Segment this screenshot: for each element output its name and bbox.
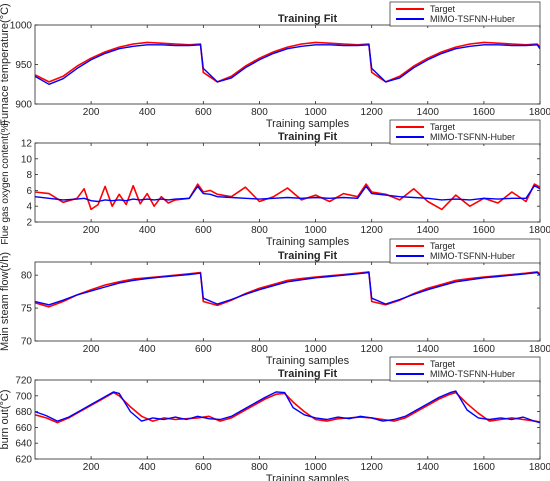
- legend-label: MIMO-TSFNN-Huber: [430, 369, 515, 379]
- x-tick-label: 1800: [529, 462, 550, 473]
- chart-title: Training Fit: [278, 131, 338, 143]
- y-tick-label: 80: [21, 271, 33, 282]
- x-axis-label: Training samples: [266, 473, 350, 481]
- series-line-model: [35, 44, 540, 86]
- x-tick-label: 1000: [304, 107, 327, 118]
- y-tick-label: 2: [26, 218, 32, 229]
- y-tick-label: 12: [21, 139, 33, 150]
- x-tick-label: 800: [251, 344, 268, 355]
- x-tick-label: 200: [83, 462, 100, 473]
- legend-box: [389, 119, 541, 145]
- y-tick-label: 620: [15, 455, 32, 466]
- y-axis-label: Furnace temperature(°C): [0, 3, 11, 125]
- x-tick-label: 1600: [473, 344, 496, 355]
- y-tick-label: 680: [15, 407, 32, 418]
- y-axis-label: burn out(°C): [0, 389, 11, 449]
- series-line-target: [35, 271, 540, 308]
- y-tick-label: 660: [15, 423, 32, 434]
- chart-panel-2: 200 400 600 800 1000 1200 1400 1600 1800 2 4 6 8 10 12…: [0, 119, 550, 248]
- plot-frame: [34, 24, 541, 105]
- x-tick-label: 200: [83, 225, 100, 236]
- x-tick-label: 200: [83, 107, 100, 118]
- x-axis-label: Training samples: [266, 118, 350, 130]
- y-tick-label: 8: [26, 170, 32, 181]
- x-tick-label: 600: [195, 225, 212, 236]
- plot-frame: [34, 261, 541, 342]
- legend-label: Target: [430, 4, 456, 14]
- x-tick-label: 1400: [417, 344, 440, 355]
- x-tick-label: 1600: [473, 107, 496, 118]
- x-tick-label: 200: [83, 344, 100, 355]
- chart-title: Training Fit: [278, 250, 338, 262]
- x-tick-label: 1000: [304, 225, 327, 236]
- x-tick-label: 800: [251, 107, 268, 118]
- legend-box: [389, 238, 541, 264]
- legend-box: [389, 356, 541, 382]
- x-tick-label: 1200: [361, 344, 384, 355]
- y-tick-label: 10: [21, 154, 33, 165]
- plot-frame: [34, 142, 541, 223]
- plot-frame: [34, 379, 541, 460]
- chart-panel-3: 200 400 600 800 1000 1200 1400 1600 1800 70 75 80 Tr…: [0, 238, 550, 367]
- x-tick-label: 1200: [361, 462, 384, 473]
- x-tick-label: 1000: [304, 462, 327, 473]
- x-axis-label: Training samples: [266, 355, 350, 367]
- x-axis-label: Training samples: [266, 236, 350, 248]
- x-tick-label: 1000: [304, 344, 327, 355]
- x-tick-label: 1400: [417, 225, 440, 236]
- legend-label: MIMO-TSFNN-Huber: [430, 251, 515, 261]
- x-tick-label: 800: [251, 225, 268, 236]
- legend-label: Target: [430, 241, 456, 251]
- y-tick-label: 640: [15, 439, 32, 450]
- x-tick-label: 600: [195, 344, 212, 355]
- chart-panel-4: 200 400 600 800 1000 1200 1400 1600 1800 620 640 66…: [0, 356, 550, 481]
- x-tick-label: 600: [195, 107, 212, 118]
- series-line-target: [35, 41, 540, 83]
- x-tick-label: 1800: [529, 344, 550, 355]
- y-tick-label: 1000: [10, 21, 33, 32]
- y-tick-label: 720: [15, 376, 32, 387]
- y-tick-label: 900: [15, 100, 32, 111]
- x-tick-label: 1400: [417, 107, 440, 118]
- y-tick-label: 700: [15, 391, 32, 402]
- y-tick-label: 70: [21, 337, 33, 348]
- y-tick-label: 950: [15, 60, 32, 71]
- series-line-model: [35, 184, 540, 203]
- x-tick-label: 1800: [529, 107, 550, 118]
- legend-label: Target: [430, 359, 456, 369]
- chart-panel-1: 200 400 600 800 1000 1200 1400 1600 1800 900 950 10…: [0, 1, 550, 130]
- legend-label: MIMO-TSFNN-Huber: [430, 14, 515, 24]
- series-line-target: [35, 183, 540, 211]
- x-tick-label: 600: [195, 462, 212, 473]
- x-tick-label: 1600: [473, 225, 496, 236]
- x-tick-label: 1800: [529, 225, 550, 236]
- chart-title: Training Fit: [278, 368, 338, 380]
- y-tick-label: 75: [21, 304, 33, 315]
- series-line-model: [35, 271, 540, 306]
- legend-box: [389, 1, 541, 27]
- x-tick-label: 800: [251, 462, 268, 473]
- x-tick-label: 1200: [361, 225, 384, 236]
- y-tick-label: 6: [26, 186, 32, 197]
- y-tick-label: 4: [26, 202, 32, 213]
- x-tick-label: 400: [139, 344, 156, 355]
- x-tick-label: 400: [139, 225, 156, 236]
- series-line-model: [35, 390, 540, 424]
- x-tick-label: 400: [139, 107, 156, 118]
- legend-label: Target: [430, 122, 456, 132]
- x-tick-label: 1600: [473, 462, 496, 473]
- y-axis-label: Flue gas oxygen content(%): [0, 120, 11, 245]
- x-tick-label: 400: [139, 462, 156, 473]
- legend-label: MIMO-TSFNN-Huber: [430, 132, 515, 142]
- y-axis-label: Main steam flow(t/h): [0, 252, 11, 351]
- x-tick-label: 1200: [361, 107, 384, 118]
- x-tick-label: 1400: [417, 462, 440, 473]
- chart-title: Training Fit: [278, 13, 338, 25]
